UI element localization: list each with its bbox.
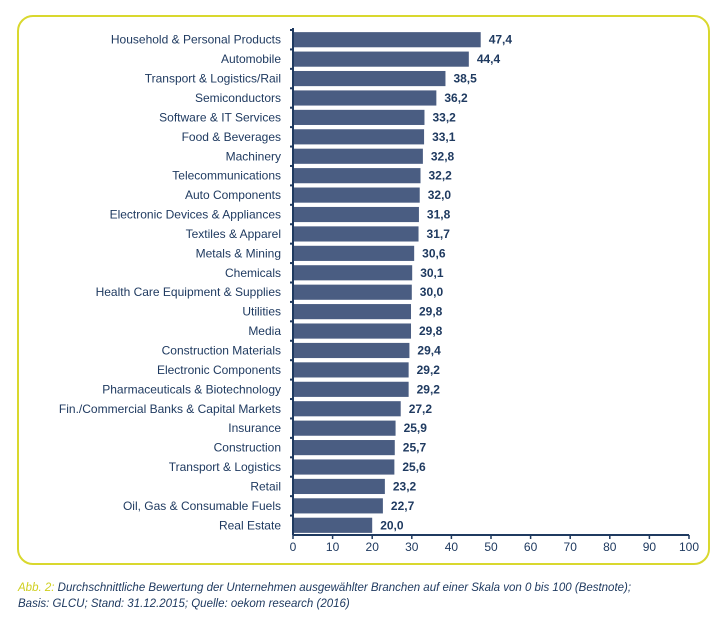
bar (294, 187, 420, 203)
category-label: Software & IT Services (159, 110, 281, 124)
x-tick-label: 20 (366, 540, 380, 554)
data-label: 47,4 (489, 33, 513, 47)
caption-line2: Basis: GLCU; Stand: 31.12.2015; Quelle: … (18, 598, 350, 610)
data-label: 29,2 (417, 382, 441, 396)
bar (294, 420, 396, 436)
x-tick-label: 90 (643, 540, 657, 554)
data-label: 23,2 (393, 479, 417, 493)
bar (294, 32, 481, 48)
category-label: Metals & Mining (196, 246, 281, 260)
figure-caption: Abb. 2: Durchschnittliche Bewertung der … (18, 580, 718, 612)
data-label: 38,5 (453, 72, 477, 86)
data-label: 32,8 (431, 149, 455, 163)
category-label: Chemicals (225, 266, 281, 280)
bar (294, 284, 412, 300)
category-label: Textiles & Apparel (186, 227, 281, 241)
x-tick-label: 60 (524, 540, 538, 554)
category-label: Construction Materials (162, 343, 281, 357)
category-label: Transport & Logistics/Rail (145, 72, 281, 86)
data-label: 29,8 (419, 324, 443, 338)
data-label: 22,7 (391, 499, 415, 513)
data-label: 29,4 (417, 343, 441, 357)
data-label: 25,9 (404, 421, 428, 435)
category-label: Media (248, 324, 281, 338)
data-label: 29,2 (417, 363, 441, 377)
bar (294, 51, 469, 67)
category-label: Food & Beverages (182, 130, 281, 144)
x-tick-label: 50 (484, 540, 498, 554)
category-label: Electronic Devices & Appliances (110, 208, 281, 222)
bar (294, 517, 373, 533)
data-label: 25,7 (403, 441, 427, 455)
x-tick-label: 40 (445, 540, 459, 554)
category-label: Automobile (221, 52, 281, 66)
bar (294, 342, 410, 359)
data-label: 30,1 (420, 266, 444, 280)
category-label: Household & Personal Products (111, 33, 281, 47)
bar (294, 440, 395, 456)
data-label: 27,2 (409, 402, 433, 416)
data-label: 30,0 (420, 285, 444, 299)
data-label: 30,6 (422, 246, 446, 260)
category-label: Semiconductors (195, 91, 281, 105)
category-label: Retail (250, 479, 281, 493)
bar (294, 168, 421, 184)
data-label: 29,8 (419, 305, 443, 319)
bar (294, 304, 412, 320)
x-tick-label: 80 (603, 540, 617, 554)
category-label: Oil, Gas & Consumable Fuels (123, 499, 281, 513)
bar (294, 459, 395, 475)
category-label: Insurance (228, 421, 281, 435)
category-label: Construction (214, 441, 281, 455)
bar (294, 148, 423, 164)
data-label: 33,1 (432, 130, 456, 144)
category-label: Fin./Commercial Banks & Capital Markets (59, 402, 281, 416)
bar (294, 323, 412, 339)
data-label: 25,6 (402, 460, 426, 474)
chart-frame (17, 15, 710, 565)
category-label: Utilities (242, 305, 281, 319)
bar (294, 265, 413, 281)
caption-prefix: Abb. 2: (18, 582, 55, 594)
bar (294, 245, 415, 261)
bar (294, 381, 409, 397)
x-tick-label: 100 (679, 540, 699, 554)
bar (294, 70, 446, 87)
data-label: 33,2 (432, 110, 456, 124)
category-label: Telecommunications (172, 169, 281, 183)
bar (294, 90, 437, 106)
category-label: Transport & Logistics (169, 460, 281, 474)
category-label: Auto Components (185, 188, 281, 202)
x-tick-label: 0 (290, 540, 297, 554)
caption-line1: Durchschnittliche Bewertung der Unterneh… (57, 582, 632, 594)
bar (294, 226, 419, 242)
x-tick-label: 70 (564, 540, 578, 554)
x-tick-label: 30 (405, 540, 419, 554)
data-label: 44,4 (477, 52, 501, 66)
bar (294, 362, 409, 378)
bar (294, 498, 383, 514)
category-label: Electronic Components (157, 363, 281, 377)
data-label: 31,7 (427, 227, 451, 241)
category-label: Machinery (226, 149, 281, 163)
data-label: 32,2 (429, 169, 453, 183)
bar (294, 401, 401, 417)
data-label: 20,0 (380, 518, 404, 532)
bar (294, 129, 425, 145)
data-label: 31,8 (427, 208, 451, 222)
bar (294, 478, 385, 495)
data-label: 36,2 (444, 91, 468, 105)
x-tick-label: 10 (326, 540, 340, 554)
bar (294, 206, 419, 223)
data-label: 32,0 (428, 188, 452, 202)
category-label: Health Care Equipment & Supplies (96, 285, 281, 299)
bar (294, 109, 425, 125)
category-label: Pharmaceuticals & Biotechnology (102, 382, 281, 396)
category-label: Real Estate (219, 518, 281, 532)
